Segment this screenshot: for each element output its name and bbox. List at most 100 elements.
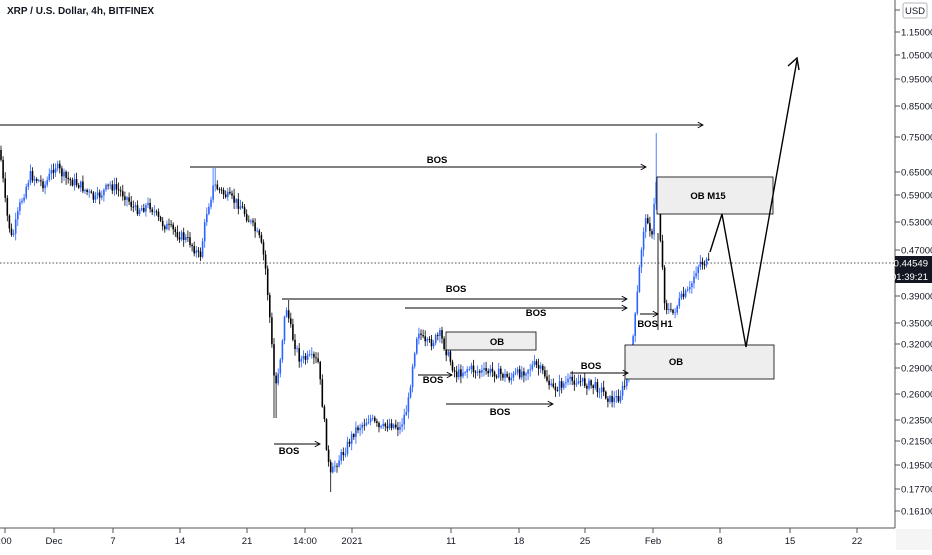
- currency-button[interactable]: USD: [902, 2, 928, 19]
- ob-small-label: OB: [490, 337, 504, 348]
- candle-body: [376, 421, 378, 423]
- candle-body: [491, 368, 494, 372]
- time-tick-label: 14: [175, 536, 186, 547]
- candle-body: [218, 189, 221, 190]
- candle-body: [647, 218, 649, 224]
- candle-body: [411, 366, 414, 388]
- candle-body: [279, 359, 282, 374]
- candle-body: [434, 334, 437, 344]
- candle-body: [262, 242, 265, 255]
- candle-body: [159, 216, 162, 221]
- candle-body: [166, 223, 168, 230]
- candle-body: [140, 208, 143, 211]
- price-axis[interactable]: 1.15000 1.05000 0.95000 0.85000 0.75000 0.650…: [894, 0, 932, 528]
- candle-body: [416, 338, 418, 354]
- candle-body: [430, 339, 433, 347]
- candle-body: [258, 230, 261, 236]
- candle-body: [634, 313, 636, 337]
- candle-body: [399, 426, 401, 430]
- candle-body: [588, 380, 590, 389]
- candle-body: [191, 244, 193, 247]
- candle-body: [464, 372, 466, 374]
- candle-body: [670, 309, 672, 310]
- candle-body: [287, 310, 290, 319]
- candle-body: [378, 422, 380, 428]
- candle-body: [126, 197, 128, 200]
- candle-body: [502, 374, 504, 378]
- candle-body: [334, 465, 336, 467]
- candle-body: [132, 206, 135, 208]
- time-tick-label: 2021: [341, 536, 362, 547]
- candle-body: [369, 418, 372, 423]
- ob-box-small: [445, 331, 537, 351]
- candle-body: [300, 358, 303, 362]
- candle-body: [109, 184, 111, 186]
- candle-body: [573, 380, 576, 385]
- candle-body: [390, 423, 393, 428]
- price-tick-label: 0.53000: [901, 218, 932, 229]
- candle-body: [472, 365, 475, 372]
- candle-body: [514, 372, 517, 374]
- candle-body: [665, 303, 668, 311]
- candle-body: [151, 209, 153, 213]
- candle-body: [212, 185, 214, 200]
- chart-title: XRP / U.S. Dollar, 4h, BITFINEX: [7, 6, 154, 17]
- candle-body: [8, 215, 11, 229]
- candle-body: [143, 208, 145, 212]
- candle-body: [136, 205, 139, 215]
- candle-body: [59, 163, 61, 169]
- candle-body: [380, 425, 382, 428]
- candle-body: [245, 213, 248, 221]
- candle-body: [575, 383, 578, 385]
- candle-body: [395, 424, 397, 428]
- time-tick-label: 25: [580, 536, 591, 547]
- candle-body: [579, 381, 582, 383]
- candle-body: [203, 222, 206, 242]
- candle-body: [567, 378, 569, 383]
- time-tick-label: Dec: [46, 536, 63, 547]
- candle-body: [195, 250, 198, 254]
- candle-body: [103, 189, 105, 196]
- candle-body: [311, 353, 313, 355]
- time-tick-label: 11: [446, 536, 456, 547]
- candle-body: [336, 465, 338, 467]
- candle-body: [426, 339, 429, 342]
- candle-body: [388, 423, 391, 429]
- candle-body: [130, 201, 132, 207]
- candle-body: [636, 291, 639, 314]
- candle-body: [342, 451, 345, 456]
- candle-body: [420, 333, 422, 335]
- candle-body: [235, 199, 237, 203]
- candle-body: [445, 348, 447, 356]
- ob-main-label: OB: [669, 357, 683, 368]
- candle-body: [98, 192, 101, 198]
- candle-body: [691, 283, 693, 288]
- candle-body: [518, 369, 521, 378]
- candle-body: [539, 365, 542, 369]
- candle-body: [269, 295, 271, 318]
- bos-arrow-bottom: [446, 400, 554, 408]
- candle-body: [672, 309, 674, 313]
- candle-body: [157, 211, 160, 217]
- candle-body: [172, 224, 174, 230]
- price-tick-label: 0.59000: [901, 191, 932, 202]
- candle-body: [321, 379, 324, 407]
- bos-arrow-low: [274, 440, 321, 448]
- candle-body: [506, 373, 508, 377]
- candle-body: [182, 232, 185, 241]
- bos-h1-arrow: [640, 310, 659, 318]
- candle-body: [642, 231, 645, 250]
- candle-body: [248, 220, 250, 222]
- candle-body: [2, 159, 4, 179]
- candle-body: [101, 195, 103, 198]
- bos-label-top: BOS: [427, 155, 448, 166]
- candle-body: [14, 219, 17, 234]
- price-tick-label: 0.29000: [901, 364, 932, 375]
- candle-body: [350, 434, 353, 444]
- axis-corner: [896, 529, 932, 550]
- time-axis[interactable]: :00 Dec 7 14 21 14:00 2021 11 18 25 Feb 8 15 22: [0, 527, 895, 547]
- candle-body: [216, 184, 219, 190]
- candle-body: [439, 330, 441, 336]
- bos-label-bottom: BOS: [490, 407, 511, 418]
